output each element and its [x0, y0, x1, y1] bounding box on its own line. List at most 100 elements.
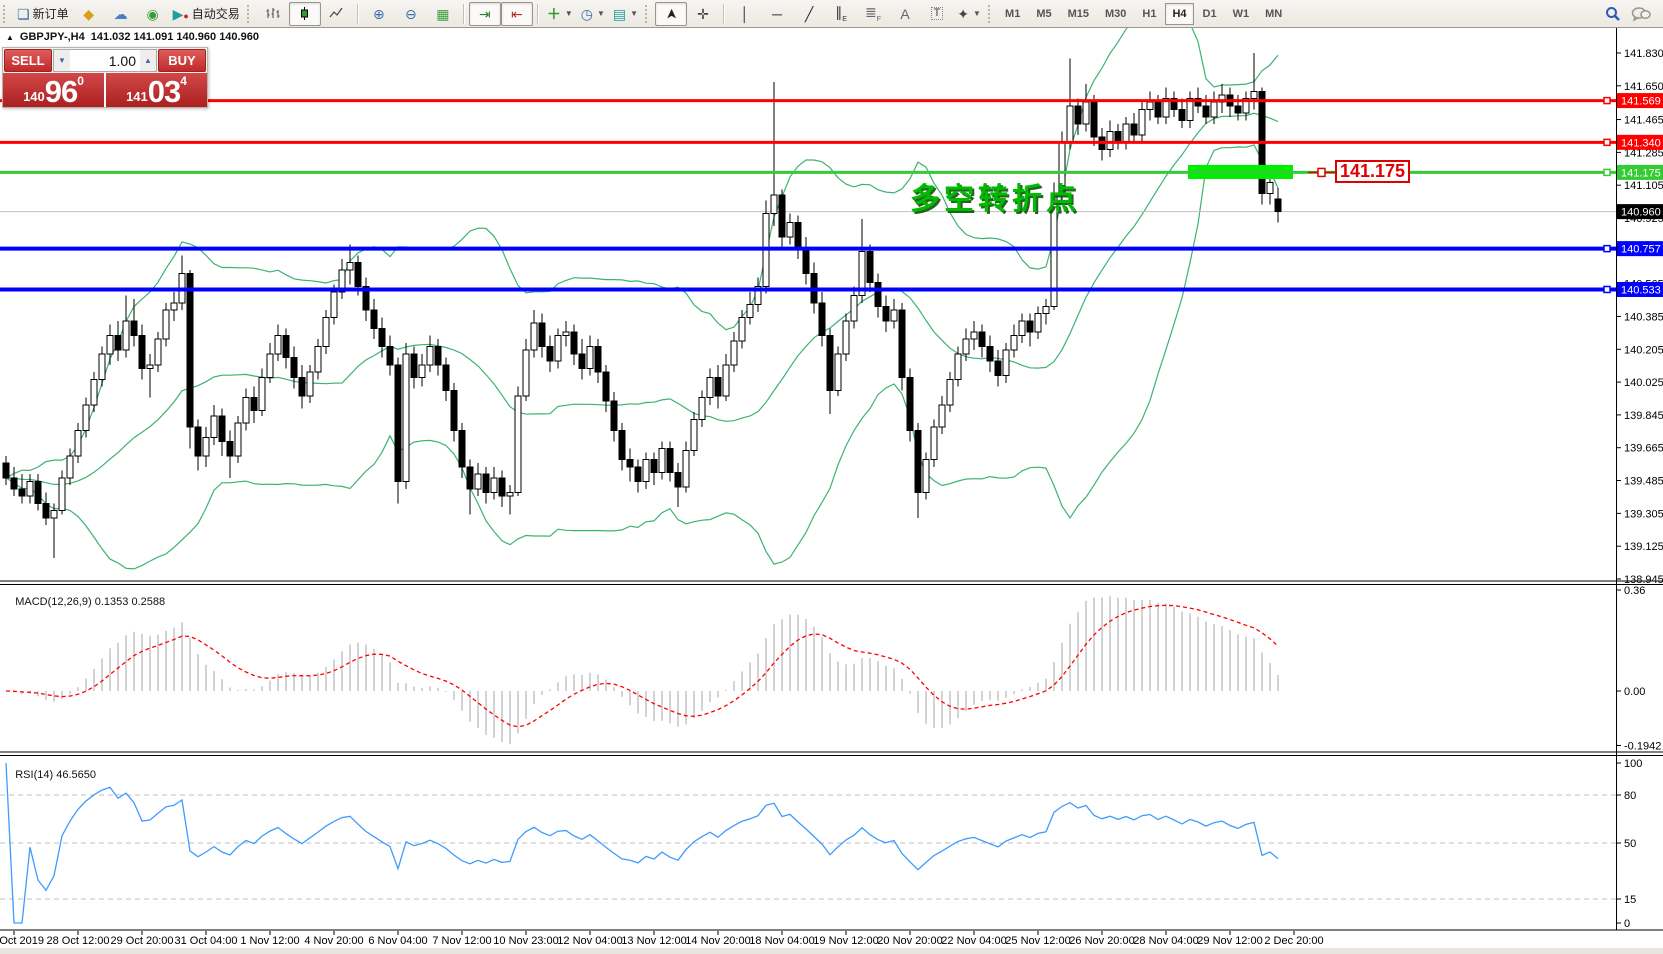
vertical-line-button[interactable]: │ [729, 2, 761, 26]
bollinger-middle-band [5, 112, 1279, 485]
tile-windows-button[interactable]: ▦ [427, 2, 459, 26]
bar-chart-button[interactable] [257, 2, 289, 26]
line-handle[interactable] [1603, 168, 1611, 177]
candle-up [850, 294, 858, 322]
timeframe-h1[interactable]: H1 [1142, 7, 1157, 20]
candle-down [546, 346, 554, 362]
candlestick-button[interactable] [288, 1, 321, 26]
volume-input[interactable] [70, 50, 140, 71]
market-button[interactable]: ◆ [73, 2, 105, 26]
timeframe-m1[interactable]: M1 [1005, 7, 1021, 20]
volume-up-button[interactable]: ▲ [140, 50, 156, 71]
candle-down [898, 309, 906, 379]
time-tick-label: 2 Dec 20:00 [1264, 935, 1323, 947]
candle-up [930, 426, 938, 461]
sell-button[interactable]: SELL [4, 49, 52, 72]
trendline-button[interactable]: ╱ [793, 2, 825, 26]
text-label-icon: T [930, 7, 944, 20]
candle-up [82, 404, 90, 431]
candle-up [922, 459, 930, 493]
fibonacci-button[interactable]: ≣F [857, 2, 889, 26]
equidistant-channel-button[interactable]: ∥E [825, 2, 857, 26]
text-label-button[interactable]: T [921, 2, 953, 26]
collapse-icon[interactable]: ▲ [6, 32, 14, 42]
timeframe-d1[interactable]: D1 [1202, 7, 1217, 20]
rsi-tick-label: 80 [1624, 790, 1636, 802]
periods-button[interactable]: ◷ ▼ [577, 2, 609, 26]
buy-price[interactable]: 141 03 4 [106, 73, 207, 107]
line-chart-button[interactable] [321, 2, 353, 26]
toolbar-grip[interactable] [988, 4, 995, 23]
candle-up [834, 353, 842, 391]
autotrading-button[interactable]: ▶● 自动交易 [169, 2, 244, 26]
line-handle[interactable] [1603, 285, 1611, 294]
candle-down [10, 477, 18, 490]
macd-panel: 0.36 0.00 -0.1942 [5, 585, 1661, 752]
callout-anchor[interactable] [1317, 167, 1326, 178]
new-order-label: 新订单 [32, 7, 69, 21]
candle-up [202, 437, 210, 457]
arrows-icon: ✦ [957, 5, 969, 22]
axis-price-flag-text: 140.757 [1621, 244, 1661, 256]
price-callout-label[interactable]: 141.175 [1335, 160, 1411, 183]
candle-up [946, 378, 954, 406]
candle-down [370, 309, 378, 329]
price-tick-label: 139.665 [1624, 443, 1663, 455]
timeframe-m15[interactable]: M15 [1067, 7, 1089, 20]
timeframe-mn[interactable]: MN [1265, 7, 1283, 20]
search-icon[interactable] [1605, 6, 1621, 22]
candle-up [1122, 123, 1130, 143]
toolbar-grip[interactable] [3, 4, 10, 23]
chat-icon[interactable] [1631, 6, 1651, 22]
macd-label: MACD(12,26,9) 0.1353 0.2588 [15, 596, 166, 608]
time-tick-label: 29 Nov 12:00 [1197, 935, 1262, 947]
candle-up [642, 459, 650, 482]
community-button[interactable]: ☁ [105, 2, 137, 26]
candle-up [146, 364, 154, 369]
timeframe-w1[interactable]: W1 [1232, 7, 1250, 20]
zoom-in-button[interactable]: ⊕ [363, 2, 395, 26]
timeframe-m30[interactable]: M30 [1105, 7, 1127, 20]
candle-down [978, 331, 986, 348]
candle-up [306, 371, 314, 397]
candle-up [490, 477, 498, 493]
candle-up [1002, 349, 1010, 377]
zoom-out-button[interactable]: ⊖ [395, 2, 427, 26]
indicators-button[interactable]: ＋ ▼ [543, 2, 577, 26]
price-tick-label: 141.830 [1624, 48, 1663, 60]
candle-down [34, 480, 42, 504]
chart-shift-button[interactable]: ⇤ [500, 1, 533, 26]
time-tick-label: 31 Oct 04:00 [175, 935, 238, 947]
axis-price-flag-text: 141.175 [1621, 167, 1661, 179]
cursor-button[interactable]: ➤ [655, 1, 688, 26]
signals-button[interactable]: ◉ [137, 2, 169, 26]
line-handle[interactable] [1603, 138, 1611, 147]
candle-up [154, 338, 162, 366]
auto-scroll-button[interactable]: ⇥ [468, 1, 501, 26]
symbol-header[interactable]: ▲ GBPJPY-,H4 141.032 141.091 140.960 140… [6, 31, 259, 43]
timeframe-m5[interactable]: M5 [1036, 7, 1052, 20]
chart-annotation-text[interactable]: 多空转折点 [910, 183, 1080, 216]
templates-icon: ▤ [612, 5, 627, 22]
timeframe-h4[interactable]: H4 [1165, 2, 1194, 25]
horizontal-line-button[interactable]: ─ [761, 2, 793, 26]
crosshair-button[interactable]: ✛ [687, 2, 719, 26]
toolbar-grip[interactable] [246, 4, 254, 23]
volume-down-button[interactable]: ▼ [54, 50, 70, 71]
toolbar-grip[interactable] [645, 4, 652, 23]
buy-button[interactable]: BUY [158, 49, 206, 72]
new-order-button[interactable]: ❏ 新订单 [13, 2, 73, 26]
bid-axis-flag-text: 140.960 [1621, 207, 1661, 219]
candle-down [866, 251, 874, 284]
templates-button[interactable]: ▤ ▼ [609, 2, 642, 26]
candle-down [482, 473, 490, 493]
line-handle[interactable] [1603, 96, 1611, 105]
line-handle[interactable] [1603, 244, 1611, 253]
sell-price[interactable]: 140 96 0 [3, 73, 104, 107]
arrows-button[interactable]: ✦ ▼ [953, 2, 985, 26]
text-button[interactable]: A [889, 2, 921, 26]
